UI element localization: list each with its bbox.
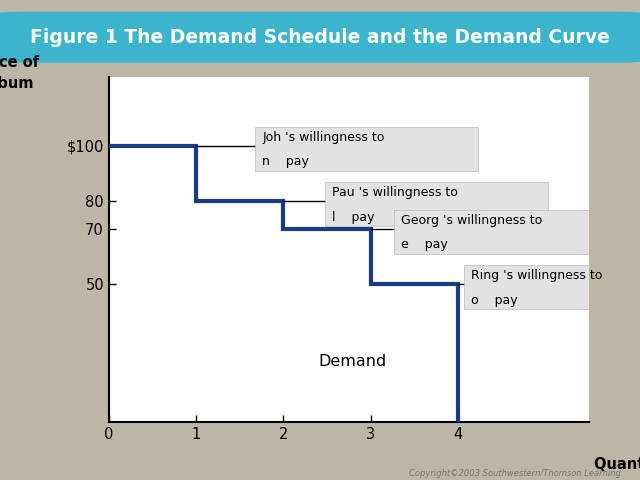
Text: Copyright©2003 Southwestern/Thomson Learning: Copyright©2003 Southwestern/Thomson Lear…	[409, 468, 621, 478]
Text: o    pay: o pay	[471, 294, 518, 307]
Text: Album: Album	[0, 76, 35, 91]
Text: Georg 's willingness to: Georg 's willingness to	[401, 214, 543, 227]
Bar	[325, 182, 548, 226]
Text: Figure 1 The Demand Schedule and the Demand Curve: Figure 1 The Demand Schedule and the Dem…	[30, 28, 610, 47]
Text: Price of: Price of	[0, 55, 40, 70]
Text: Joh 's willingness to: Joh 's willingness to	[262, 131, 385, 144]
Text: Demand: Demand	[318, 354, 387, 369]
Bar	[464, 265, 640, 309]
Text: n    pay: n pay	[262, 156, 309, 168]
Bar	[255, 127, 478, 171]
Text: Pau 's willingness to: Pau 's willingness to	[332, 186, 458, 199]
FancyBboxPatch shape	[0, 12, 640, 63]
Text: l    pay: l pay	[332, 211, 374, 224]
Text: Quantity of: Quantity of	[594, 457, 640, 472]
Text: Ring 's willingness to: Ring 's willingness to	[471, 269, 602, 282]
Text: e    pay: e pay	[401, 238, 448, 251]
Bar	[394, 209, 617, 254]
